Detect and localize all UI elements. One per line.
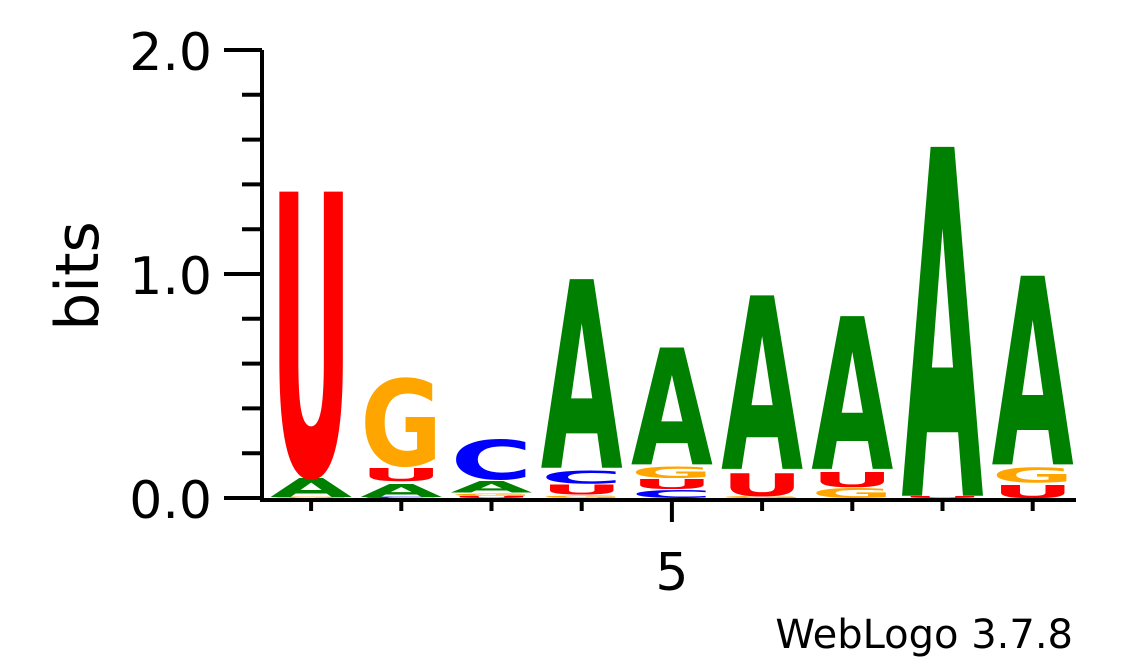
logo-letter-g: G	[631, 464, 713, 482]
logo-letter-c: C	[451, 428, 533, 492]
logo-letter-u: U	[270, 115, 352, 567]
logo-letter-u: U	[811, 468, 893, 492]
logo-letter-a: A	[811, 276, 893, 520]
logo-letter-u: U	[360, 465, 442, 486]
y-axis-title: bits	[43, 221, 113, 331]
logo-letter-g: G	[360, 355, 442, 494]
logo-letter-a: A	[631, 317, 713, 503]
logo-letter-u: U	[902, 496, 984, 499]
logo-letter-a: A	[451, 478, 534, 496]
logo-letter-g: G	[992, 463, 1074, 487]
logo-letter-g: G	[451, 492, 533, 497]
y-ticks	[224, 48, 262, 500]
logo-letter-g: G	[721, 496, 803, 499]
logo-letter-c: C	[631, 488, 713, 500]
weblogo-version-footer: WebLogo 3.7.8	[775, 612, 1073, 658]
logo-letter-a: A	[902, 51, 985, 609]
logo-letter-g: G	[541, 494, 623, 499]
logo-letter-a: A	[992, 225, 1074, 526]
y-tick-label-1: 1.0	[129, 247, 212, 307]
logo-letter-a: A	[360, 480, 442, 501]
logo-letter-a: A	[541, 228, 623, 529]
logo-letter-g: G	[270, 497, 352, 499]
logo-letter-u: U	[631, 477, 713, 492]
logo-letter-c: C	[360, 497, 442, 499]
logo-letter-c: C	[541, 467, 623, 488]
logo-letter-a: A	[721, 249, 803, 525]
logo-letter-u: U	[992, 482, 1074, 503]
logo-letter-u: U	[721, 467, 803, 503]
logo-letter-g: G	[811, 486, 893, 501]
x-tick-label-5: 5	[655, 543, 688, 603]
logo-letter-u: U	[451, 496, 533, 499]
x-ticks	[309, 500, 1035, 522]
y-tick-label-2: 2.0	[129, 23, 212, 83]
y-tick-label-0: 0.0	[129, 471, 212, 531]
logo-letter-u: U	[541, 483, 623, 498]
